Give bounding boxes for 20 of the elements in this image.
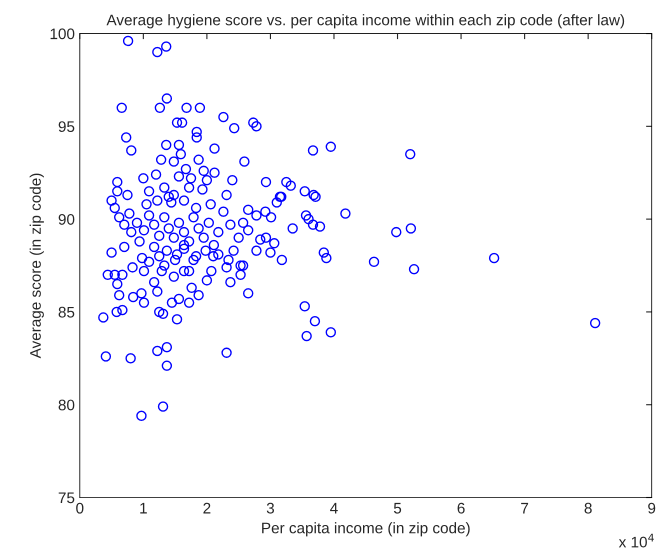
y-tick-label: 75 <box>58 492 74 504</box>
y-axis-title: Average score (in zip code) <box>30 174 44 358</box>
x-tick-label: 1 <box>140 502 147 514</box>
chart-title: Average hygiene score vs. per capita income within each zip code (after law) <box>106 14 624 28</box>
x-tick-label: 9 <box>648 502 656 514</box>
x-tick-label: 5 <box>394 502 402 514</box>
x-tick-label: 6 <box>458 502 465 514</box>
text: x 10$^{4}$ <box>618 534 654 548</box>
x-tick-label: 7 <box>521 502 528 514</box>
y-tick-label: 85 <box>58 306 74 318</box>
x-tick-label: 8 <box>584 502 592 514</box>
y-tick-label: 90 <box>58 214 74 225</box>
y-tick-label: 80 <box>58 400 74 410</box>
y-tick-label: 95 <box>58 121 74 132</box>
x-tick-label: 3 <box>266 502 274 514</box>
x-axis-title: Per capita income (in zip code) <box>262 522 470 536</box>
x-tick-label: 0 <box>76 502 84 514</box>
y-tick-label: 100 <box>50 28 74 40</box>
x-tick-label: 2 <box>203 502 210 514</box>
x-tick-label: 4 <box>330 502 338 514</box>
